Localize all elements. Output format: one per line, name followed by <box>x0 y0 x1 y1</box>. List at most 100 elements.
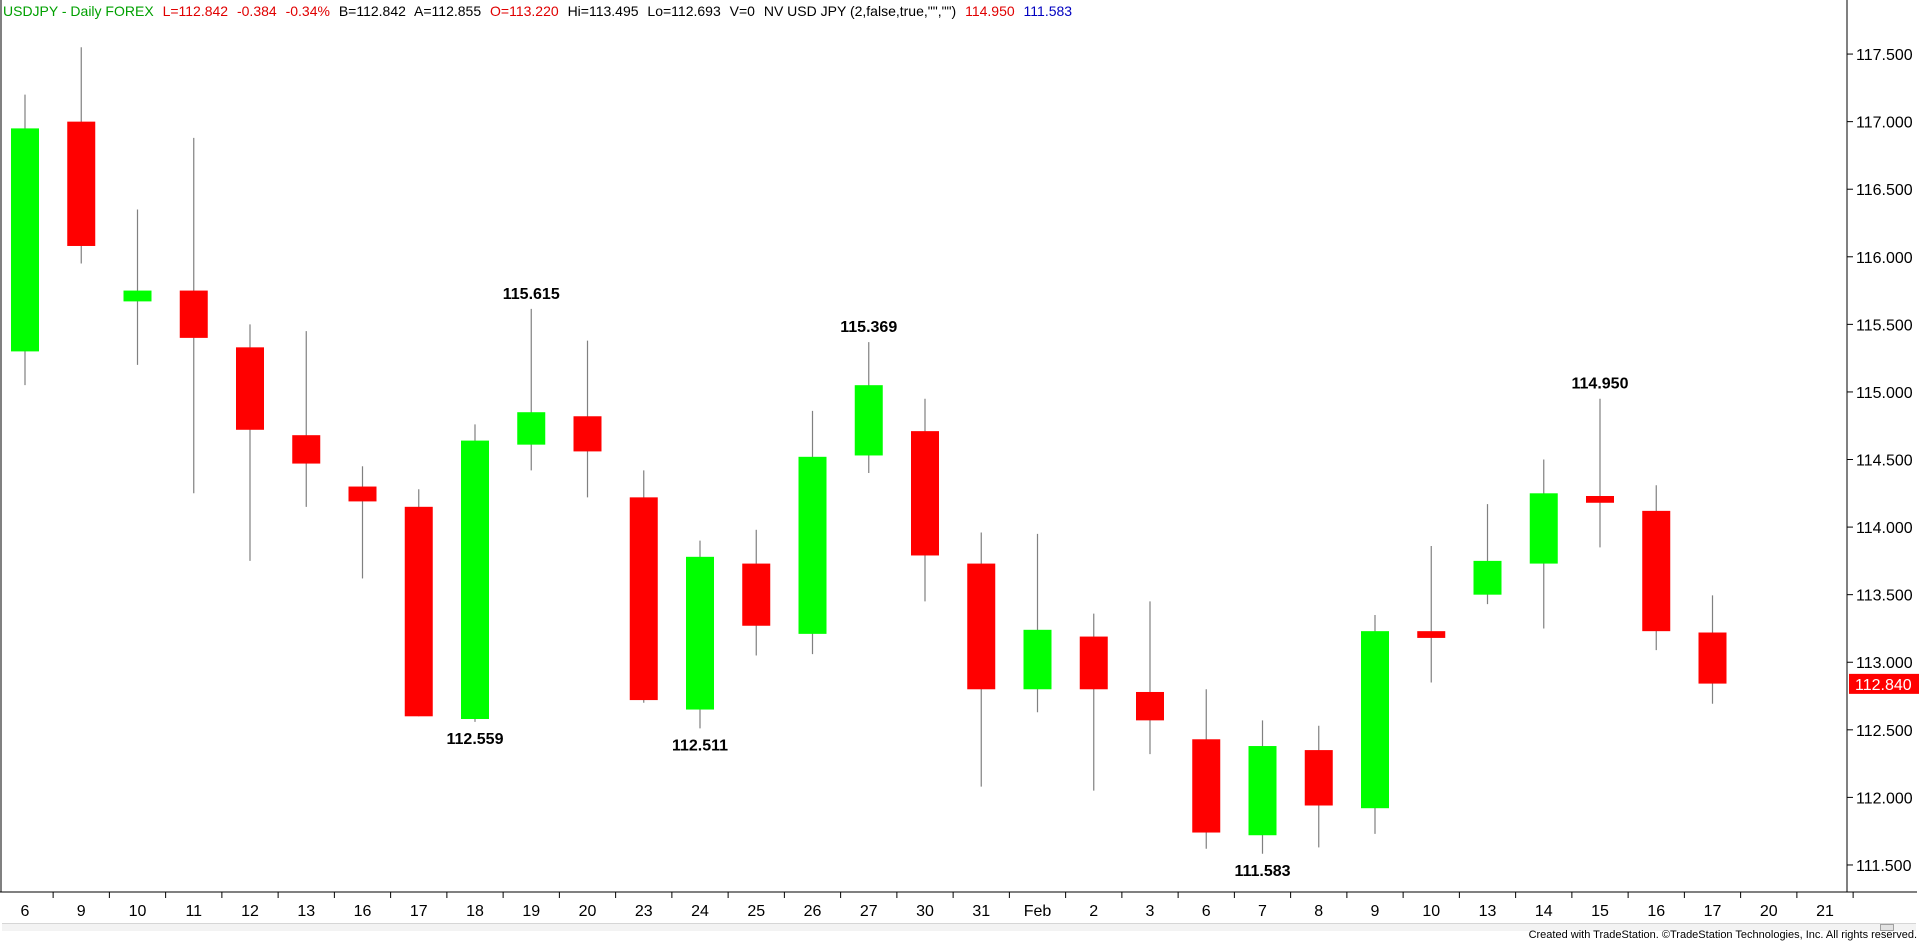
candle-body-down[interactable] <box>348 486 377 502</box>
candle-body-up[interactable] <box>461 440 489 720</box>
x-tick-label: 3 <box>1146 903 1155 920</box>
indicator-label: NV USD JPY (2,false,true,"","") <box>763 3 957 19</box>
horizontal-scrollbar[interactable] <box>2 923 1916 931</box>
x-tick-label: 7 <box>1258 903 1267 920</box>
x-tick-label: 6 <box>21 903 30 920</box>
candle-body-down[interactable] <box>1304 750 1333 806</box>
y-tick-label: 112.500 <box>1856 723 1913 740</box>
y-tick-label: 117.500 <box>1856 47 1913 64</box>
y-tick-label: 114.000 <box>1856 520 1913 537</box>
x-tick-label: 8 <box>1314 903 1323 920</box>
candle-body-up[interactable] <box>686 556 714 710</box>
candle-body-down[interactable] <box>967 563 996 690</box>
y-tick-label: 116.000 <box>1856 250 1913 267</box>
footer-credit: Created with TradeStation. ©TradeStation… <box>1528 929 1917 941</box>
swing-price-label: 112.511 <box>672 737 728 754</box>
y-tick-label: 114.500 <box>1856 453 1913 470</box>
bid-field: B=112.842 <box>338 3 406 19</box>
x-tick-label: 16 <box>1647 903 1665 920</box>
candle-body-down[interactable] <box>1642 510 1671 632</box>
candle-body-up[interactable] <box>1529 493 1558 564</box>
candle-body-down[interactable] <box>1417 631 1446 638</box>
x-tick-label: 10 <box>1422 903 1440 920</box>
candle-body-up[interactable] <box>123 290 152 302</box>
y-tick-label: 116.500 <box>1856 182 1913 199</box>
y-tick-label: 112.000 <box>1856 790 1913 807</box>
x-tick-label: 31 <box>972 903 990 920</box>
candle-body-down[interactable] <box>1136 691 1164 721</box>
x-tick-label: 21 <box>1816 903 1834 920</box>
x-tick-label: 2 <box>1089 903 1098 920</box>
candle-body-down[interactable] <box>573 416 602 452</box>
candle-body-down[interactable] <box>629 497 658 701</box>
x-tick-label: 13 <box>297 903 315 920</box>
chart-header: USDJPY - Daily FOREX L=112.842 -0.384 -0… <box>3 2 1077 20</box>
change-pct-field: -0.34% <box>285 3 330 19</box>
x-tick-label: 13 <box>1479 903 1497 920</box>
candle-body-down[interactable] <box>67 121 96 246</box>
y-tick-label: 115.500 <box>1856 317 1913 334</box>
change-field: -0.384 <box>236 3 277 19</box>
candle-body-up[interactable] <box>1248 746 1277 836</box>
candle-body-up[interactable] <box>854 385 883 456</box>
indicator-high-value: 114.950 <box>965 3 1015 19</box>
volume-field: V=0 <box>729 3 755 19</box>
x-tick-label: 27 <box>860 903 878 920</box>
candle-body-up[interactable] <box>1473 560 1502 595</box>
x-tick-label: 20 <box>1760 903 1778 920</box>
x-tick-label: 12 <box>241 903 259 920</box>
candle-body-up[interactable] <box>517 412 546 445</box>
candle-body-down[interactable] <box>236 347 264 430</box>
x-tick-label: Feb <box>1024 903 1052 920</box>
candle-body-up[interactable] <box>1361 631 1389 809</box>
swing-price-label: 115.369 <box>840 319 897 336</box>
y-tick-label: 113.500 <box>1856 588 1913 605</box>
y-tick-label: 113.000 <box>1856 655 1913 672</box>
candle-body-up[interactable] <box>798 456 827 634</box>
x-tick-label: 30 <box>916 903 934 920</box>
x-tick-label: 9 <box>77 903 86 920</box>
last-price-tag-label: 112.840 <box>1855 677 1912 694</box>
x-tick-label: 6 <box>1202 903 1211 920</box>
x-tick-label: 11 <box>185 903 202 920</box>
candle-body-up[interactable] <box>11 128 39 352</box>
x-tick-label: 10 <box>129 903 147 920</box>
x-tick-label: 18 <box>466 903 484 920</box>
x-tick-label: 17 <box>410 903 428 920</box>
swing-price-label: 111.583 <box>1234 863 1290 880</box>
candle-body-down[interactable] <box>1586 496 1614 503</box>
ask-field: A=112.855 <box>414 3 482 19</box>
candle-body-down[interactable] <box>742 563 771 626</box>
x-tick-label: 16 <box>354 903 372 920</box>
candle-body-down[interactable] <box>1079 636 1108 690</box>
candle-body-down[interactable] <box>1698 632 1727 684</box>
scrollbar-thumb[interactable] <box>1880 924 1894 931</box>
x-tick-label: 24 <box>691 903 709 920</box>
x-tick-label: 26 <box>804 903 822 920</box>
y-tick-label: 111.500 <box>1856 858 1912 875</box>
candle-body-down[interactable] <box>1192 739 1221 833</box>
y-tick-label: 117.000 <box>1856 115 1913 132</box>
candle-body-down[interactable] <box>911 431 939 556</box>
x-tick-label: 14 <box>1535 903 1553 920</box>
x-tick-label: 25 <box>747 903 765 920</box>
x-tick-label: 9 <box>1371 903 1380 920</box>
swing-price-label: 112.559 <box>447 731 504 748</box>
x-tick-label: 23 <box>635 903 653 920</box>
last-price-field: L=112.842 <box>162 3 229 19</box>
low-field: Lo=112.693 <box>647 3 721 19</box>
swing-price-label: 114.950 <box>1572 376 1629 393</box>
swing-price-label: 115.615 <box>503 286 560 303</box>
open-field: O=113.220 <box>490 3 559 19</box>
candle-body-up[interactable] <box>1023 629 1052 690</box>
candle-body-down[interactable] <box>179 290 208 338</box>
high-field: Hi=113.495 <box>567 3 639 19</box>
candle-body-down[interactable] <box>404 506 433 717</box>
indicator-low-value: 111.583 <box>1023 3 1073 19</box>
y-tick-label: 115.000 <box>1856 385 1913 402</box>
candle-body-down[interactable] <box>292 435 321 464</box>
symbol-label: USDJPY - Daily FOREX <box>3 3 154 19</box>
x-tick-label: 20 <box>579 903 597 920</box>
